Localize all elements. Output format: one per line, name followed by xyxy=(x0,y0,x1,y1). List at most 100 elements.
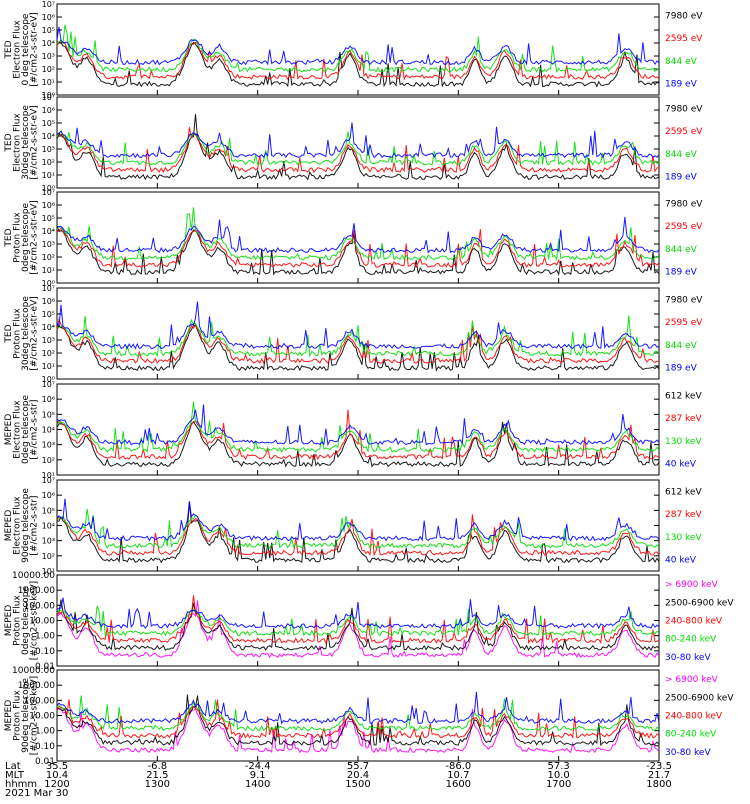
legend-entry: 7980 eV xyxy=(665,11,703,21)
y-tick-label: 10⁶ xyxy=(42,297,55,306)
series-trace xyxy=(56,317,660,365)
series-trace xyxy=(56,324,660,372)
series-trace xyxy=(56,420,660,468)
x-row-label: Lat xyxy=(5,761,21,772)
y-tick-label: 10² xyxy=(42,158,55,167)
y-tick-label: 10² xyxy=(42,552,55,561)
legend-entry: 844 eV xyxy=(665,341,698,351)
legend-entry: 7980 eV xyxy=(665,104,703,114)
series-trace xyxy=(56,24,660,73)
legend-entry: 2500-6900 keV xyxy=(665,598,734,608)
series-trace xyxy=(56,227,660,269)
panel-frame xyxy=(56,479,660,572)
y-tick-label: 10⁷ xyxy=(42,0,55,9)
series-trace xyxy=(56,605,660,637)
x-tick-lat: -23.5 xyxy=(646,761,672,772)
x-tick-mlt: 9.1 xyxy=(250,770,266,781)
y-tick-label: 0.01 xyxy=(35,662,55,672)
y-tick-label: 10⁰ xyxy=(42,279,55,288)
y-tick-label: 10³ xyxy=(42,52,55,61)
series-trace xyxy=(56,114,660,181)
legend-entry: > 6900 keV xyxy=(665,675,719,685)
panel-frame xyxy=(56,287,660,380)
y-tick-label: 10¹ xyxy=(42,362,55,371)
legend-entry: 612 keV xyxy=(665,391,702,401)
series-trace xyxy=(56,707,660,754)
x-row-label: hhmm xyxy=(5,779,37,790)
series-trace xyxy=(56,122,660,159)
legend-entry: 189 eV xyxy=(665,80,698,90)
legend-entry: 2595 eV xyxy=(665,318,703,328)
y-axis-label-line: MEPED xyxy=(4,510,14,542)
panel-frame xyxy=(56,669,660,762)
y-axis-label-line: TED xyxy=(4,228,14,247)
y-tick-label: 10¹ xyxy=(42,266,55,275)
y-tick-label: 10.00 xyxy=(29,712,55,722)
legend-entry: 40 keV xyxy=(665,460,697,470)
x-tick-hhmm: 1500 xyxy=(345,779,370,790)
y-axis-label-line: [#/cm2-s-str] xyxy=(30,399,40,459)
y-axis-label-line: Proton Flux xyxy=(13,308,23,359)
y-tick-label: 10¹ xyxy=(42,471,55,480)
series-trace xyxy=(56,401,660,453)
y-tick-label: 1000.00 xyxy=(18,681,55,691)
y-axis-label-line: Electron Flux xyxy=(13,496,23,555)
series-trace xyxy=(56,26,660,66)
series-trace xyxy=(56,514,660,557)
y-tick-label: 10³ xyxy=(42,240,55,249)
series-trace xyxy=(56,207,660,262)
y-tick-label: 10.00 xyxy=(29,617,55,627)
y-axis-label-line: 90deg telescope xyxy=(21,678,31,753)
y-axis-label-line: Electron Flux xyxy=(13,20,23,79)
y-tick-label: 10000.00 xyxy=(12,571,55,581)
legend-entry: 80-240 keV xyxy=(665,730,717,740)
legend-entry: 844 eV xyxy=(665,245,698,255)
y-tick-label: 10⁰ xyxy=(42,375,55,384)
y-tick-label: 10⁶ xyxy=(42,395,55,404)
y-tick-label: 10⁰ xyxy=(42,184,55,193)
x-tick-lat: 57.3 xyxy=(548,761,570,772)
legend-entry: 240-800 keV xyxy=(665,712,723,722)
legend-entry: 30-80 keV xyxy=(665,748,711,758)
series-trace xyxy=(56,699,660,739)
y-tick-label: 0.10 xyxy=(35,647,55,657)
legend-entry: 130 keV xyxy=(665,437,702,447)
x-tick-mlt: 10.7 xyxy=(447,770,469,781)
legend-entry: 844 eV xyxy=(665,150,698,160)
y-tick-label: 10⁷ xyxy=(42,476,55,485)
y-tick-label: 10³ xyxy=(42,441,55,450)
y-axis-label-line: Electron Flux xyxy=(13,113,23,172)
y-axis-label-line: 90deg telescope xyxy=(21,488,31,563)
y-axis-label-line: TED xyxy=(4,324,14,343)
series-trace xyxy=(56,691,660,725)
y-axis-label-line: 0 deg telescope xyxy=(21,13,31,85)
y-tick-label: 100.00 xyxy=(24,601,56,611)
y-tick-label: 1000.00 xyxy=(18,586,55,596)
y-tick-label: 10³ xyxy=(42,145,55,154)
series-trace xyxy=(56,508,660,549)
y-tick-label: 10² xyxy=(42,65,55,74)
y-tick-label: 10000.00 xyxy=(12,666,55,676)
legend-entry: 287 keV xyxy=(665,414,702,424)
y-axis-label-line: Electron Flux xyxy=(13,400,23,459)
series-trace xyxy=(56,600,660,659)
y-axis-label-line: [#/cm2-s-str-eV] xyxy=(30,200,40,275)
panel-frame xyxy=(56,191,660,284)
legend-entry: 2500-6900 keV xyxy=(665,693,734,703)
series-trace xyxy=(56,498,660,542)
legend-entry: 130 keV xyxy=(665,533,702,543)
y-tick-label: 1.00 xyxy=(35,727,55,737)
y-tick-label: 10⁷ xyxy=(42,188,55,197)
series-trace xyxy=(56,127,660,173)
x-tick-hhmm: 1600 xyxy=(446,779,471,790)
y-tick-label: 10⁶ xyxy=(42,13,55,22)
y-tick-label: 10⁶ xyxy=(42,491,55,500)
legend-entry: 7980 eV xyxy=(665,295,703,305)
y-tick-label: 10⁷ xyxy=(42,93,55,102)
legend-entry: > 6900 keV xyxy=(665,580,719,590)
y-tick-label: 10¹ xyxy=(42,78,55,87)
y-axis-label-line: 30deg telescope xyxy=(21,105,31,180)
legend-entry: 240-800 keV xyxy=(665,617,723,627)
